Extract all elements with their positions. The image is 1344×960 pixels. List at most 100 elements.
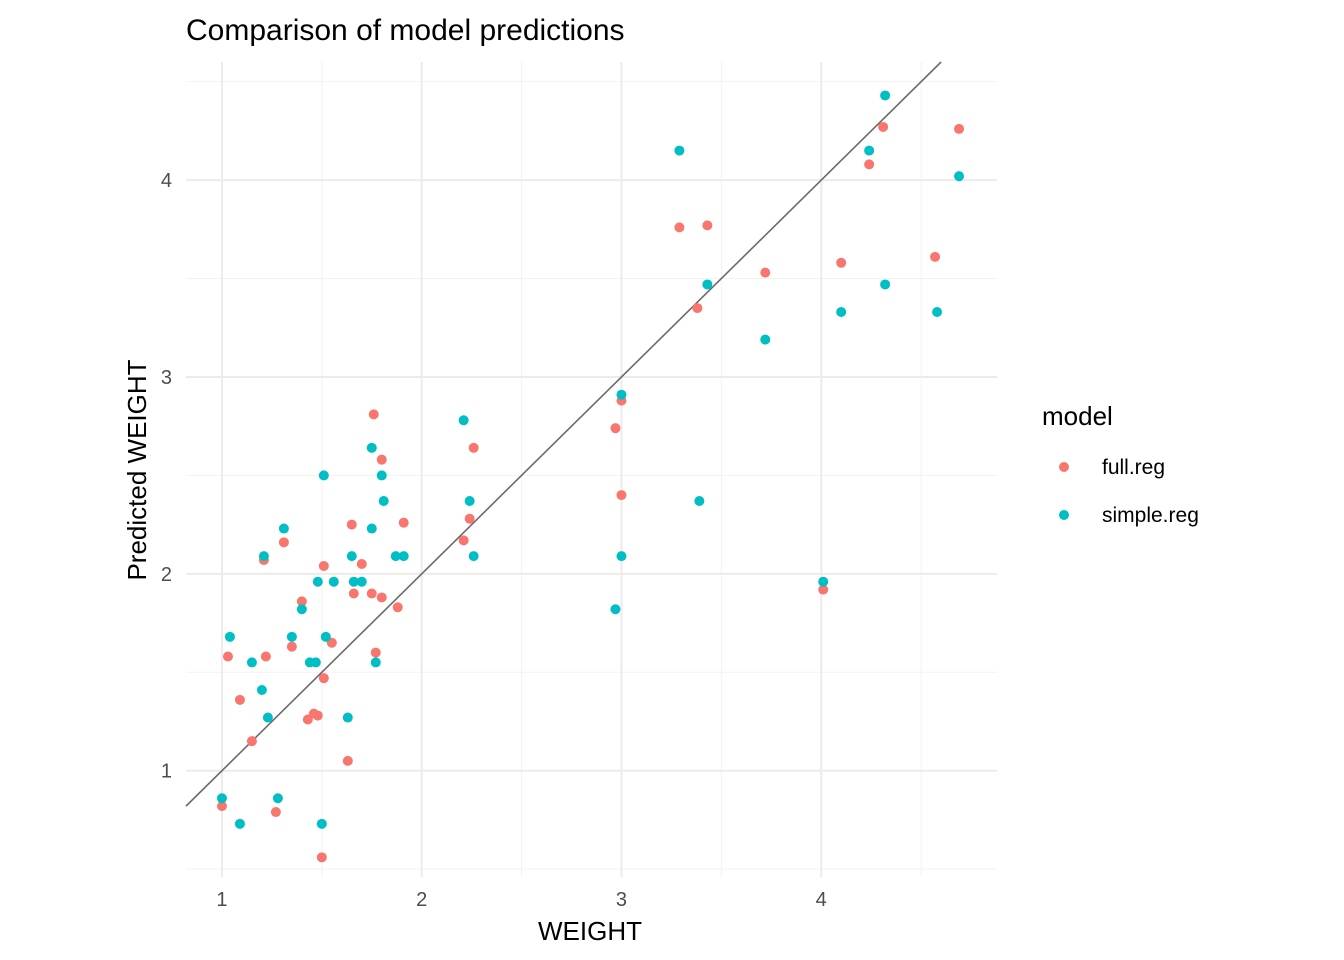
point-full-reg (930, 251, 941, 262)
point-simple-reg (316, 818, 327, 829)
point-simple-reg (458, 415, 469, 426)
point-simple-reg (836, 307, 847, 318)
point-simple-reg (318, 470, 329, 481)
point-full-reg (318, 560, 329, 571)
point-full-reg (348, 588, 359, 599)
point-simple-reg (356, 576, 367, 587)
point-full-reg (286, 641, 297, 652)
point-full-reg (692, 303, 703, 314)
legend-label: full.reg (1102, 456, 1165, 479)
reference-line (185, 61, 942, 807)
point-simple-reg (610, 604, 621, 615)
point-full-reg (246, 736, 257, 747)
point-simple-reg (328, 576, 339, 587)
point-full-reg (376, 592, 387, 603)
point-simple-reg (310, 657, 321, 668)
point-simple-reg (390, 551, 401, 562)
point-full-reg (464, 513, 475, 524)
point-simple-reg (370, 657, 381, 668)
point-simple-reg (468, 551, 479, 562)
point-full-reg (392, 602, 403, 613)
point-full-reg (270, 807, 281, 818)
point-simple-reg (760, 334, 771, 345)
y-tick-label: 3 (161, 367, 172, 389)
y-tick-label: 1 (161, 761, 172, 783)
point-full-reg (818, 584, 829, 595)
point-full-reg (216, 801, 227, 812)
point-simple-reg (366, 523, 377, 534)
point-full-reg (398, 517, 409, 528)
point-simple-reg (258, 551, 269, 562)
point-simple-reg (296, 604, 307, 615)
point-full-reg (296, 596, 307, 607)
point-simple-reg (312, 576, 323, 587)
point-simple-reg (246, 657, 257, 668)
point-simple-reg (262, 712, 273, 723)
point-simple-reg (320, 631, 331, 642)
point-simple-reg (954, 171, 965, 182)
reference-line-layer (185, 61, 942, 807)
point-full-reg (458, 535, 469, 546)
point-full-reg (234, 694, 245, 705)
legend-label: simple.reg (1102, 504, 1199, 527)
point-simple-reg (366, 442, 377, 453)
point-simple-reg (224, 631, 235, 642)
point-full-reg (370, 647, 381, 658)
y-tick-label: 4 (161, 170, 172, 192)
point-simple-reg (464, 495, 475, 506)
point-full-reg (610, 423, 621, 434)
point-full-reg (468, 442, 479, 453)
point-simple-reg (932, 307, 943, 318)
y-tick-label: 2 (161, 564, 172, 586)
point-full-reg (954, 123, 965, 134)
point-full-reg (316, 852, 327, 863)
point-full-reg (356, 558, 367, 569)
point-full-reg (836, 257, 847, 268)
y-axis-title: Predicted WEIGHT (122, 359, 152, 580)
point-simple-reg (378, 495, 389, 506)
point-simple-reg (398, 551, 409, 562)
legend-key-full-reg (1059, 462, 1069, 472)
point-simple-reg (376, 470, 387, 481)
point-full-reg (864, 159, 875, 170)
point-simple-reg (818, 576, 829, 587)
point-simple-reg (342, 712, 353, 723)
point-full-reg (278, 537, 289, 548)
data-points (216, 90, 965, 863)
point-simple-reg (674, 145, 685, 156)
point-full-reg (760, 267, 771, 278)
point-full-reg (260, 651, 271, 662)
point-full-reg (318, 673, 329, 684)
point-simple-reg (234, 818, 245, 829)
point-full-reg (674, 222, 685, 233)
point-simple-reg (348, 576, 359, 587)
legend: model full.reg simple.reg (1042, 401, 1199, 527)
point-simple-reg (616, 551, 627, 562)
point-simple-reg (346, 551, 357, 562)
point-simple-reg (702, 279, 713, 290)
legend-items: full.reg simple.reg (1059, 456, 1199, 527)
point-simple-reg (286, 631, 297, 642)
point-simple-reg (278, 523, 289, 534)
point-full-reg (878, 121, 889, 132)
point-simple-reg (864, 145, 875, 156)
point-full-reg (702, 220, 713, 231)
point-simple-reg (880, 279, 891, 290)
point-simple-reg (694, 495, 705, 506)
point-simple-reg (216, 793, 227, 804)
point-full-reg (312, 710, 323, 721)
point-simple-reg (880, 90, 891, 101)
point-full-reg (342, 755, 353, 766)
point-full-reg (376, 454, 387, 465)
x-axis-title: WEIGHT (538, 916, 642, 946)
x-axis-ticks: 1 2 3 4 (216, 889, 826, 911)
grid (186, 62, 997, 877)
chart-title: Comparison of model predictions (186, 14, 625, 47)
legend-title: model (1042, 401, 1113, 431)
point-full-reg (346, 519, 357, 530)
legend-key-simple-reg (1059, 510, 1069, 520)
point-full-reg (368, 409, 379, 420)
point-full-reg (616, 490, 627, 501)
x-tick-label: 2 (416, 889, 427, 911)
point-simple-reg (616, 389, 627, 400)
